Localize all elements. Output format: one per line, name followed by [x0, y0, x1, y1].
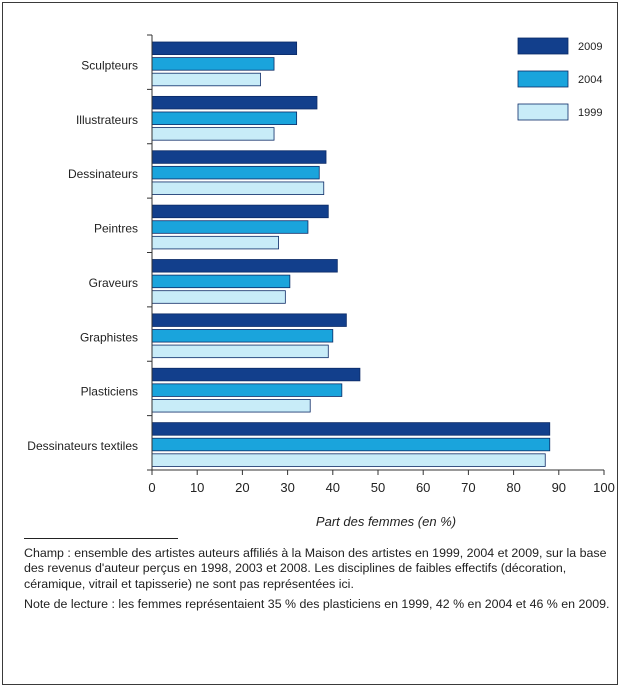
bar-peintres-2004	[151, 220, 309, 234]
bar-graphistes-2009	[151, 313, 347, 327]
bar-plasticiens-2004	[151, 383, 343, 397]
x-tick-label: 10	[190, 480, 204, 495]
category-label: Graveurs	[89, 276, 138, 290]
bar-illustrateurs-2009	[151, 95, 318, 110]
legend-label-1999: 1999	[578, 107, 602, 119]
x-axis-title: Part des femmes (en %)	[316, 514, 456, 529]
bar-dessinateurs-textiles-1999	[151, 453, 546, 467]
x-tick-label: 30	[280, 480, 294, 495]
category-label: Sculpteurs	[81, 58, 138, 72]
bar-chart: Sculpteurs Illustrateurs Dessinateurs Peint…	[27, 34, 615, 529]
bar-illustrateurs-2004	[151, 111, 298, 125]
bar-graveurs-1999	[151, 290, 286, 304]
bar-plasticiens-2009	[151, 367, 361, 382]
x-tick-label: 60	[416, 480, 430, 495]
category-label: Illustrateurs	[76, 113, 138, 127]
bar-plasticiens-1999	[151, 399, 311, 413]
bar-dessinateurs-textiles-2009	[151, 422, 551, 436]
category-label: Plasticiens	[81, 385, 138, 399]
x-tick-label: 50	[371, 480, 385, 495]
category-label: Peintres	[94, 222, 138, 236]
legend-label-2004: 2004	[578, 74, 602, 86]
x-tick-label: 20	[235, 480, 249, 495]
x-tick-label: 80	[506, 480, 520, 495]
bar-sculpteurs-2009	[151, 41, 298, 56]
bar-graveurs-2004	[151, 274, 291, 289]
bar-sculpteurs-1999	[151, 72, 261, 87]
legend-swatch-1999	[517, 103, 569, 121]
notes-divider	[24, 538, 178, 539]
chart-notes: Champ : ensemble des artistes auteurs af…	[24, 546, 610, 618]
bar-dessinateurs-textiles-2004	[151, 437, 551, 452]
legend-label-2009: 2009	[578, 41, 602, 53]
bar-dessinateurs-2004	[151, 165, 320, 180]
legend-swatch-2009	[517, 37, 569, 55]
scope-note: Champ : ensemble des artistes auteurs af…	[24, 546, 607, 591]
bar-dessinateurs-1999	[151, 181, 325, 195]
x-tick-label: 70	[461, 480, 475, 495]
category-label: Graphistes	[80, 330, 138, 344]
x-tick-label: 100	[593, 480, 615, 495]
legend-swatch-2004	[517, 70, 569, 88]
bar-graphistes-1999	[151, 344, 329, 359]
x-tick-label: 40	[326, 480, 340, 495]
bar-dessinateurs-2009	[151, 150, 327, 164]
x-tick-label: 90	[552, 480, 566, 495]
bar-peintres-2009	[151, 204, 329, 219]
bar-peintres-1999	[151, 235, 279, 250]
bar-graphistes-2004	[151, 329, 334, 343]
x-tick-label: 0	[148, 480, 155, 495]
bar-illustrateurs-1999	[151, 127, 275, 141]
bar-graveurs-2009	[151, 259, 338, 273]
category-label: Dessinateurs textiles	[27, 439, 138, 453]
reading-note: Note de lecture : les femmes représentai…	[24, 597, 610, 612]
bar-sculpteurs-2004	[151, 57, 275, 71]
category-label: Dessinateurs	[68, 167, 138, 181]
